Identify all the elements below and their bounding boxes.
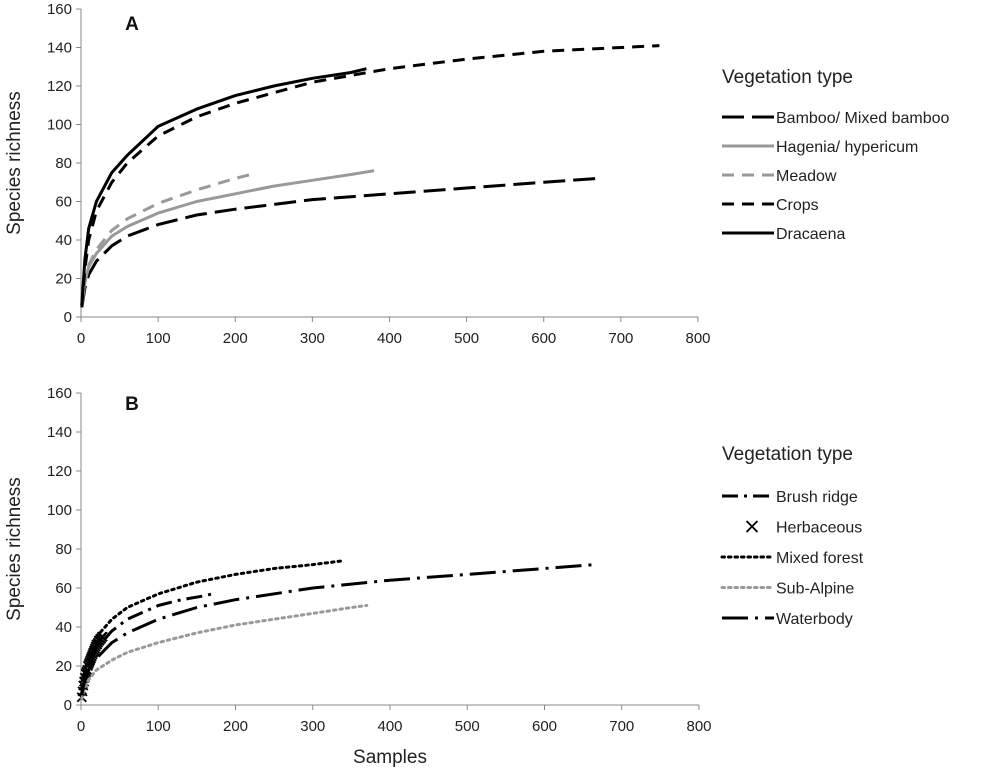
- panel-b-label: B: [125, 394, 139, 415]
- panel-b-x-tick-label: 700: [609, 718, 634, 735]
- panel-b-x-tick-label: 500: [455, 718, 480, 735]
- panel-b-y-tick-label: 40: [55, 619, 72, 636]
- panel-a-y-tick-label: 80: [55, 155, 72, 172]
- panel-b-legend-waterbody-label: Waterbody: [776, 611, 853, 628]
- panel-b-legend-brush-ridge-label: Brush ridge: [776, 489, 858, 506]
- panel-a-legend-bamboo-mixed-bamboo-label: Bamboo/ Mixed bamboo: [776, 110, 950, 127]
- panel-b-series-waterbody: [80, 563, 595, 696]
- panel-a-x-tick-label: 600: [531, 330, 556, 347]
- panel-b-y-tick-label: 120: [47, 463, 72, 480]
- panel-b-series-mixed-forest: [80, 559, 346, 695]
- panel-a-x-tick-label: 200: [223, 330, 248, 347]
- panel-b-y-tick-label: 20: [55, 658, 72, 675]
- panel-b-x-tick-label: 800: [686, 718, 711, 735]
- panel-b-y-tick-label: 80: [55, 541, 72, 558]
- panel-b-x-tick-label: 400: [377, 718, 402, 735]
- panel-a-y-tick-label: 120: [47, 78, 72, 95]
- panel-b-y-tick-label: 140: [47, 424, 72, 441]
- panel-a: 0 20 40 60 80 100 120 140 160 0 100 200 300 400 500 600…: [4, 1, 950, 347]
- panel-b-x-tick-label: 600: [532, 718, 557, 735]
- panel-b-x-axis-label: Samples: [353, 747, 427, 768]
- panel-b-x-tick-label: 300: [300, 718, 325, 735]
- panel-a-series-hagenia-hypericum: [80, 169, 375, 306]
- panel-b-legend-herbaceous-swatch: [745, 520, 759, 533]
- panel-b-y-tick-label: 100: [47, 502, 72, 519]
- panel-a-y-axis-label: Species richness: [4, 91, 25, 235]
- panel-a-x-tick-label: 800: [685, 330, 710, 347]
- panel-b-legend-title: Vegetation type: [722, 444, 853, 465]
- panel-a-y-tick-label: 160: [47, 1, 72, 18]
- panel-b-x-tick-label: 100: [146, 718, 171, 735]
- panel-a-legend-hagenia-hypericum-label: Hagenia/ hypericum: [776, 139, 918, 156]
- panel-a-y-tick-label: 0: [64, 309, 72, 326]
- panel-b-y-tick-label: 160: [47, 385, 72, 402]
- panel-a-x-tick-label: 0: [77, 330, 85, 347]
- panel-a-x-tick-label: 500: [454, 330, 479, 347]
- panel-a-y-tick-label: 60: [55, 194, 72, 211]
- panel-b-legend-herbaceous-label: Herbaceous: [776, 520, 862, 537]
- panel-b-x-tick-label: 200: [223, 718, 248, 735]
- panel-a-legend-meadow-label: Meadow: [776, 168, 837, 185]
- panel-a-series-dracaena: [80, 67, 367, 306]
- panel-b-series-herbaceous-point: [97, 631, 108, 642]
- panel-a-series-crops: [80, 44, 660, 306]
- panel-a-y-tick-label: 140: [47, 40, 72, 57]
- panel-a-x-tick-label: 400: [377, 330, 402, 347]
- panel-a-series-bamboo-mixed-bamboo: [80, 176, 598, 308]
- panel-a-legend-dracaena-label: Dracaena: [776, 226, 845, 243]
- panel-b-x-tick-label: 0: [77, 718, 85, 735]
- panel-a-y-tick-label: 100: [47, 117, 72, 134]
- panel-b-y-tick-label: 60: [55, 580, 72, 597]
- panel-b-y-tick-label: 0: [64, 697, 72, 714]
- panel-b: 0 20 40 60 80 100 120 140 160 0 100 200 300 400 500 600…: [4, 385, 864, 768]
- panel-b-y-axis-label: Species richness: [4, 477, 25, 621]
- panel-a-x-tick-label: 300: [300, 330, 325, 347]
- panel-a-legend-title: Vegetation type: [722, 67, 853, 88]
- panel-a-y-tick-label: 40: [55, 232, 72, 249]
- panel-b-legend-mixed-forest-label: Mixed forest: [776, 550, 864, 567]
- panel-a-x-tick-label: 700: [608, 330, 633, 347]
- panel-a-label: A: [125, 14, 139, 35]
- panel-a-legend-crops-label: Crops: [776, 197, 819, 214]
- panel-b-legend-sub-alpine-label: Sub-Alpine: [776, 581, 854, 598]
- panel-b-series-sub-alpine: [80, 604, 369, 701]
- panel-a-y-tick-label: 20: [55, 271, 72, 288]
- panel-a-x-tick-label: 100: [146, 330, 171, 347]
